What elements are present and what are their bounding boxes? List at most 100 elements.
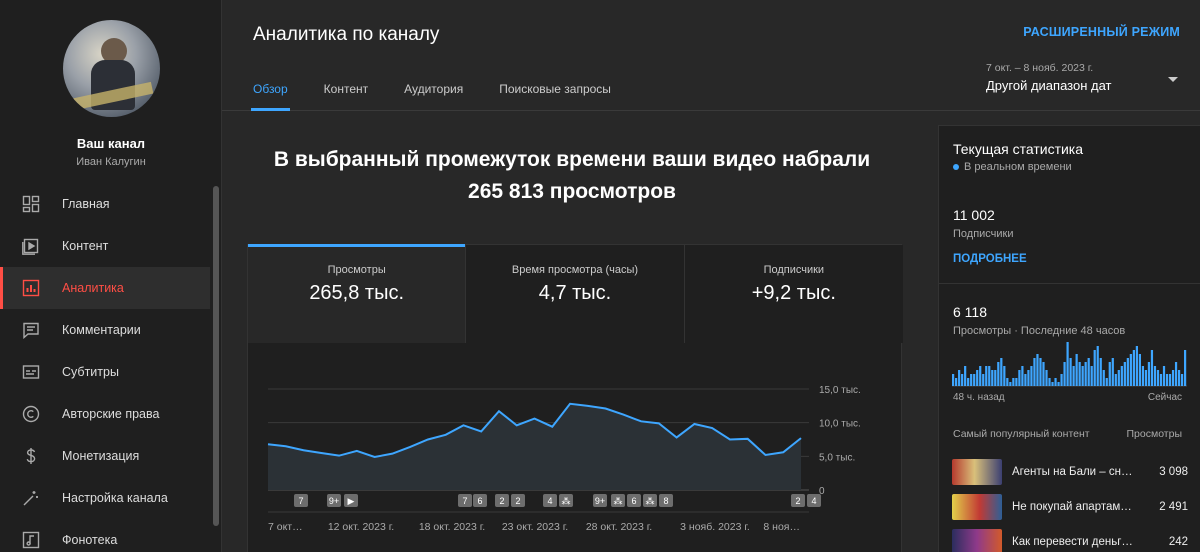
- tab-overview[interactable]: Обзор: [251, 82, 290, 111]
- realtime-bar: [979, 366, 982, 386]
- realtime-bar: [1099, 358, 1102, 386]
- realtime-bar: [991, 370, 994, 386]
- headline: В выбранный промежуток времени ваши виде…: [222, 144, 922, 208]
- avatar-head: [101, 38, 127, 64]
- chart-marker: [643, 494, 657, 507]
- chart-marker: [807, 494, 821, 507]
- advanced-mode-link[interactable]: РАСШИРЕННЫЙ РЕЖИМ: [1023, 25, 1180, 39]
- realtime-bar: [1069, 358, 1072, 386]
- realtime-bar: [1129, 354, 1132, 386]
- sidebar-item-label: Авторские права: [62, 407, 160, 421]
- realtime-bar: [1081, 366, 1084, 386]
- realtime-bar: [970, 374, 973, 386]
- realtime-bar: [1033, 358, 1036, 386]
- tab-content[interactable]: Контент: [323, 82, 369, 96]
- chart-marker-label: 9+: [595, 496, 605, 506]
- metric-tabs: Просмотры 265,8 тыс. Время просмотра (ча…: [248, 244, 903, 343]
- sidebar-item-label: Комментарии: [62, 323, 141, 337]
- chevron-down-icon[interactable]: [1168, 77, 1178, 82]
- realtime-bar: [1177, 370, 1181, 386]
- realtime-bar: [1093, 350, 1096, 386]
- comments-icon: [22, 321, 40, 339]
- realtime-bar: [988, 366, 991, 386]
- tabs: Обзор Контент Аудитория Поисковые запрос…: [251, 82, 647, 111]
- realtime-bar-chart[interactable]: [952, 338, 1187, 388]
- chart-marker: [791, 494, 805, 507]
- sidebar-nav: Главная Контент Аналитика Комментарии: [0, 183, 210, 552]
- sidebar-item-monetization[interactable]: Монетизация: [0, 435, 210, 477]
- realtime-bar: [1132, 350, 1135, 386]
- realtime-bar: [1144, 370, 1148, 386]
- realtime-bar: [1117, 370, 1120, 386]
- dashboard-icon: [22, 195, 40, 213]
- date-range-selector[interactable]: Другой диапазон дат: [986, 78, 1112, 93]
- realtime-bar: [1036, 354, 1039, 386]
- popular-video-item[interactable]: Как перевести деньг… 242: [952, 529, 1188, 552]
- realtime-bar: [1159, 374, 1163, 386]
- chart-ytick-label: 10,0 тыс.: [819, 419, 861, 430]
- sidebar-item-label: Субтитры: [62, 365, 119, 379]
- tab-research[interactable]: Поисковые запросы: [499, 82, 611, 96]
- channel-avatar[interactable]: [63, 20, 160, 117]
- chart-marker-label: 9+: [329, 496, 339, 506]
- realtime-bar: [1024, 374, 1027, 386]
- subtitles-icon: [22, 363, 40, 381]
- see-more-link[interactable]: ПОДРОБНЕЕ: [953, 253, 1027, 265]
- realtime-bar: [1114, 374, 1117, 386]
- video-title: Не покупай апартам…: [1012, 501, 1132, 513]
- sidebar-item-dashboard[interactable]: Главная: [0, 183, 210, 225]
- chart-marker: [344, 494, 358, 507]
- views-chart[interactable]: 15,0 тыс.10,0 тыс.5,0 тыс.07 9+ ▶ 7 6 2 2 4 ⁂ 9+ ⁂…: [248, 343, 903, 552]
- sidebar-item-audio-library[interactable]: Фонотека: [0, 519, 210, 552]
- popular-video-item[interactable]: Агенты на Бали – сн… 3 098: [952, 459, 1188, 485]
- metric-label: Время просмотра (часы): [511, 264, 639, 276]
- realtime-bar: [1018, 370, 1021, 386]
- realtime-bar: [994, 370, 997, 386]
- video-thumbnail: [952, 459, 1002, 485]
- sidebar-item-subtitles[interactable]: Субтитры: [0, 351, 210, 393]
- realtime-bar: [973, 374, 976, 386]
- realtime-live: В реальном времени: [953, 161, 1072, 173]
- chart-marker-label: 6: [477, 496, 482, 506]
- main-content: В выбранный промежуток времени ваши виде…: [222, 111, 922, 552]
- tab-audience[interactable]: Аудитория: [404, 82, 464, 96]
- metric-value: 265,8 тыс.: [309, 282, 405, 304]
- chart-marker-label: ⁂: [614, 496, 623, 506]
- chart-marker-label: 2: [515, 496, 520, 506]
- realtime-bar: [1075, 354, 1078, 386]
- sidebar-item-customization[interactable]: Настройка канала: [0, 477, 210, 519]
- sidebar-item-comments[interactable]: Комментарии: [0, 309, 210, 351]
- realtime-bar: [1087, 358, 1090, 386]
- realtime-bar: [1009, 382, 1012, 386]
- headline-line1: В выбранный промежуток времени ваши виде…: [273, 148, 871, 171]
- sidebar-item-label: Главная: [62, 197, 110, 211]
- chart-marker-label: 7: [298, 496, 303, 506]
- sidebar-item-content[interactable]: Контент: [0, 225, 210, 267]
- metric-views[interactable]: Просмотры 265,8 тыс.: [248, 244, 467, 343]
- realtime-bar: [1147, 362, 1151, 386]
- metric-value: +9,2 тыс.: [751, 282, 836, 304]
- realtime-bar: [1108, 362, 1111, 386]
- realtime-bar: [1066, 342, 1069, 386]
- metric-subscribers[interactable]: Подписчики +9,2 тыс.: [684, 245, 903, 343]
- realtime-bar: [1156, 370, 1160, 386]
- chart-marker: [559, 494, 573, 507]
- divider: [939, 283, 1200, 284]
- realtime-bar: [952, 374, 955, 386]
- metric-value: 4,7 тыс.: [538, 282, 612, 304]
- video-thumbnail: [952, 529, 1002, 552]
- sidebar-scrollbar[interactable]: [213, 186, 219, 526]
- sidebar-item-analytics[interactable]: Аналитика: [0, 267, 210, 309]
- chart-marker-label: 4: [811, 496, 816, 506]
- realtime-bar: [1135, 346, 1138, 386]
- sidebar-item-copyright[interactable]: Авторские права: [0, 393, 210, 435]
- date-range-dates[interactable]: 7 окт. – 8 нояб. 2023 г.: [986, 62, 1094, 74]
- realtime-bar: [1057, 382, 1060, 386]
- chart-xtick-label: 28 окт. 2023 г.: [586, 521, 652, 533]
- realtime-bar: [1153, 366, 1157, 386]
- sidebar: Ваш канал Иван Калугин Главная Контент А…: [0, 0, 222, 552]
- metric-watch-time[interactable]: Время просмотра (часы) 4,7 тыс.: [466, 245, 685, 343]
- live-dot-icon: [953, 164, 959, 170]
- popular-video-item[interactable]: Не покупай апартам… 2 491: [952, 494, 1188, 520]
